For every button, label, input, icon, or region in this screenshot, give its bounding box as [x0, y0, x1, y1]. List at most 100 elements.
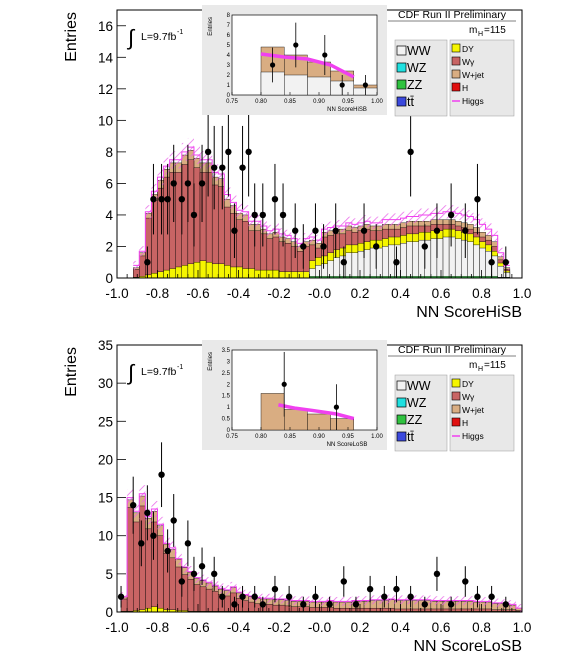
bar-W: [205, 588, 213, 613]
x-tick-label: -0.0: [308, 286, 331, 301]
data-point: [433, 570, 441, 578]
data-point: [447, 601, 455, 608]
inset-y-tick-label: 2: [227, 382, 231, 388]
bar-W: [139, 255, 146, 279]
bar-WW: [351, 252, 359, 279]
bar-DY: [163, 269, 170, 279]
bar-DY: [211, 263, 219, 279]
bar-WW: [345, 252, 353, 279]
data-point: [312, 593, 319, 600]
bar-W: [132, 521, 140, 613]
inset-data-point: [293, 42, 299, 48]
bar-W: [175, 172, 183, 279]
bar-W: [139, 505, 146, 613]
inset-bar: [260, 393, 285, 431]
bar-DY: [199, 260, 207, 279]
x-tick-label: 0.8: [472, 620, 491, 635]
inset-bar: [284, 409, 308, 431]
data-point: [198, 563, 206, 570]
bar-WW: [436, 238, 444, 279]
data-point: [158, 195, 165, 203]
data-point: [245, 148, 252, 156]
panel-1: -1.0 -0.8 -0.6 -0.4 -0.2 -0.0 0.2 0.4 0.6 0.8 1.0 N…: [63, 5, 531, 321]
bar-W: [132, 269, 140, 279]
bar-WW: [473, 244, 480, 279]
data-point: [251, 593, 258, 600]
inset-data-point: [362, 82, 368, 88]
mass-label: m: [469, 360, 477, 371]
data-point: [352, 601, 360, 608]
bar-WW: [448, 236, 456, 279]
x-axis-title: NN ScoreHiSB: [416, 304, 522, 321]
legend-swatch: [396, 414, 407, 425]
data-point: [433, 227, 441, 234]
y-tick-label: 16: [98, 19, 113, 34]
bar-W: [175, 566, 183, 613]
y-tick-label: 35: [98, 338, 113, 353]
x-tick-label: -0.6: [186, 286, 209, 301]
inset-x-tick-label: 1.00: [371, 434, 383, 440]
x-tick-label: -0.6: [186, 620, 209, 635]
legend-label: WW: [407, 379, 431, 393]
legend-swatch: [396, 431, 407, 442]
inset-plot: 0.75 0.80 0.85 0.90 0.95 1.00 0 0.5 1 1.5 2 2.5 3 3.5…: [202, 340, 387, 450]
x-tick-label: 0.2: [351, 620, 370, 635]
legend-box: [449, 374, 515, 452]
legend-label: DY: [462, 379, 474, 389]
data-point: [239, 164, 246, 171]
legend-label: WW: [407, 44, 431, 58]
data-point: [184, 180, 192, 187]
bar-W: [163, 553, 170, 613]
inset-y-tick-label: 8: [227, 13, 231, 19]
data-point: [144, 259, 151, 266]
legend-box: [449, 39, 515, 117]
data-point: [340, 578, 347, 585]
inset-x-tick-label: 0.95: [342, 99, 354, 105]
legend-swatch: [451, 378, 461, 388]
legend-label: WZ: [407, 61, 427, 75]
data-point: [462, 578, 469, 585]
inset-y-tick-label: 1: [227, 405, 231, 411]
data-point: [117, 593, 125, 600]
inset-x-tick-label: 0.90: [313, 99, 325, 105]
y-tick-label: 8: [105, 145, 113, 160]
data-point: [271, 195, 279, 203]
data-point: [190, 570, 198, 578]
y-axis-title: Entries: [63, 12, 80, 62]
bar-WW: [454, 238, 462, 279]
x-tick-label: -0.4: [227, 286, 251, 301]
bar-WW: [315, 265, 322, 279]
inset-data-point: [322, 52, 328, 58]
legend-swatch: [396, 96, 407, 107]
bar-DY: [175, 266, 183, 279]
data-point: [300, 243, 307, 250]
legend-label: W+jet: [462, 405, 485, 415]
data-point: [170, 517, 177, 524]
data-point: [251, 211, 258, 219]
data-point: [164, 547, 171, 555]
bar-WW: [412, 241, 419, 279]
legend-label: Higgs: [462, 431, 484, 441]
inset-x-tick-label: 0.85: [284, 99, 296, 105]
legend-swatch: [451, 56, 461, 66]
inset-data-point: [333, 404, 339, 410]
bar-WW: [382, 246, 389, 279]
inset-x-tick-label: 0.85: [284, 434, 296, 440]
inset-x-axis-title: NN ScoreHiSB: [327, 107, 367, 113]
data-point: [178, 195, 185, 203]
data-point: [164, 195, 171, 203]
inset-y-tick-label: 2: [227, 73, 231, 79]
data-point: [190, 211, 198, 219]
bar-W: [169, 172, 176, 279]
data-point: [259, 211, 266, 219]
bar-DY: [205, 262, 213, 279]
data-point: [373, 243, 380, 250]
mass-value: =115: [484, 25, 506, 36]
bar-DY: [145, 607, 152, 613]
data-point: [198, 180, 206, 187]
y-tick-label: 30: [98, 376, 113, 391]
legend-left: WW WZ ZZ tt̄: [394, 374, 448, 452]
bar-DY: [236, 266, 243, 279]
bar-W: [145, 217, 152, 279]
mass-subscript: H: [478, 31, 483, 38]
